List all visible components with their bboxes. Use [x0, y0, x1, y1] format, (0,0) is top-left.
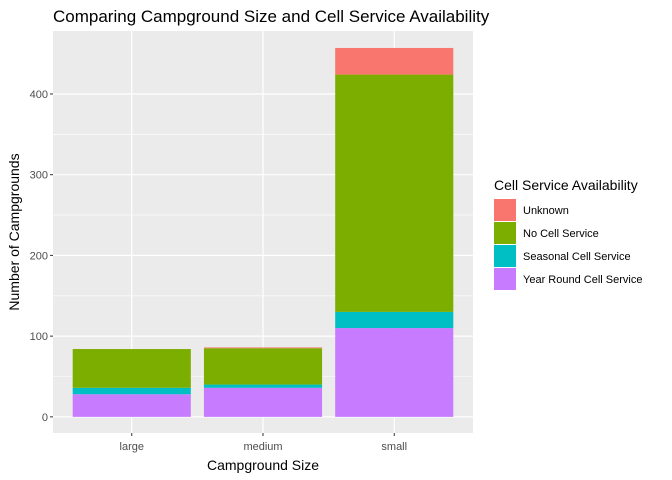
bar-segment [203, 348, 323, 385]
y-tick-label: 300 [30, 170, 48, 182]
legend-label: No Cell Service [523, 228, 599, 240]
bar-segment [203, 347, 323, 349]
bars [72, 47, 454, 417]
bar-segment [72, 349, 191, 388]
x-axis-ticks: large medium small [120, 433, 407, 453]
bar-segment [203, 384, 323, 388]
chart-title: Comparing Campground Size and Cell Servi… [53, 7, 490, 26]
legend-swatch [494, 268, 516, 290]
legend-swatch [494, 199, 516, 221]
bar-segment [335, 47, 454, 75]
x-tick-label: large [120, 441, 144, 453]
bar-segment [72, 387, 191, 395]
legend-title: Cell Service Availability [494, 177, 638, 193]
legend-swatch [494, 245, 516, 267]
x-tick-label: small [381, 441, 407, 453]
bar-segment [335, 311, 454, 329]
legend-label: Year Round Cell Service [523, 274, 642, 286]
bar-segment [335, 74, 454, 312]
y-axis-ticks: 0 100 200 300 400 [30, 89, 53, 424]
bar-segment [335, 328, 454, 417]
legend-label: Unknown [523, 205, 569, 217]
legend: Cell Service Availability Unknown No Cell… [494, 177, 642, 290]
y-tick-label: 0 [42, 412, 48, 424]
x-tick-label: medium [243, 441, 282, 453]
y-tick-label: 200 [30, 250, 48, 262]
bar-segment [72, 394, 191, 417]
x-axis-title: Campground Size [207, 457, 319, 473]
y-axis-title: Number of Campgrounds [6, 153, 22, 310]
y-tick-label: 400 [30, 89, 48, 101]
legend-swatch [494, 222, 516, 244]
y-tick-label: 100 [30, 331, 48, 343]
bar-segment [203, 387, 323, 417]
legend-label: Seasonal Cell Service [523, 251, 631, 263]
